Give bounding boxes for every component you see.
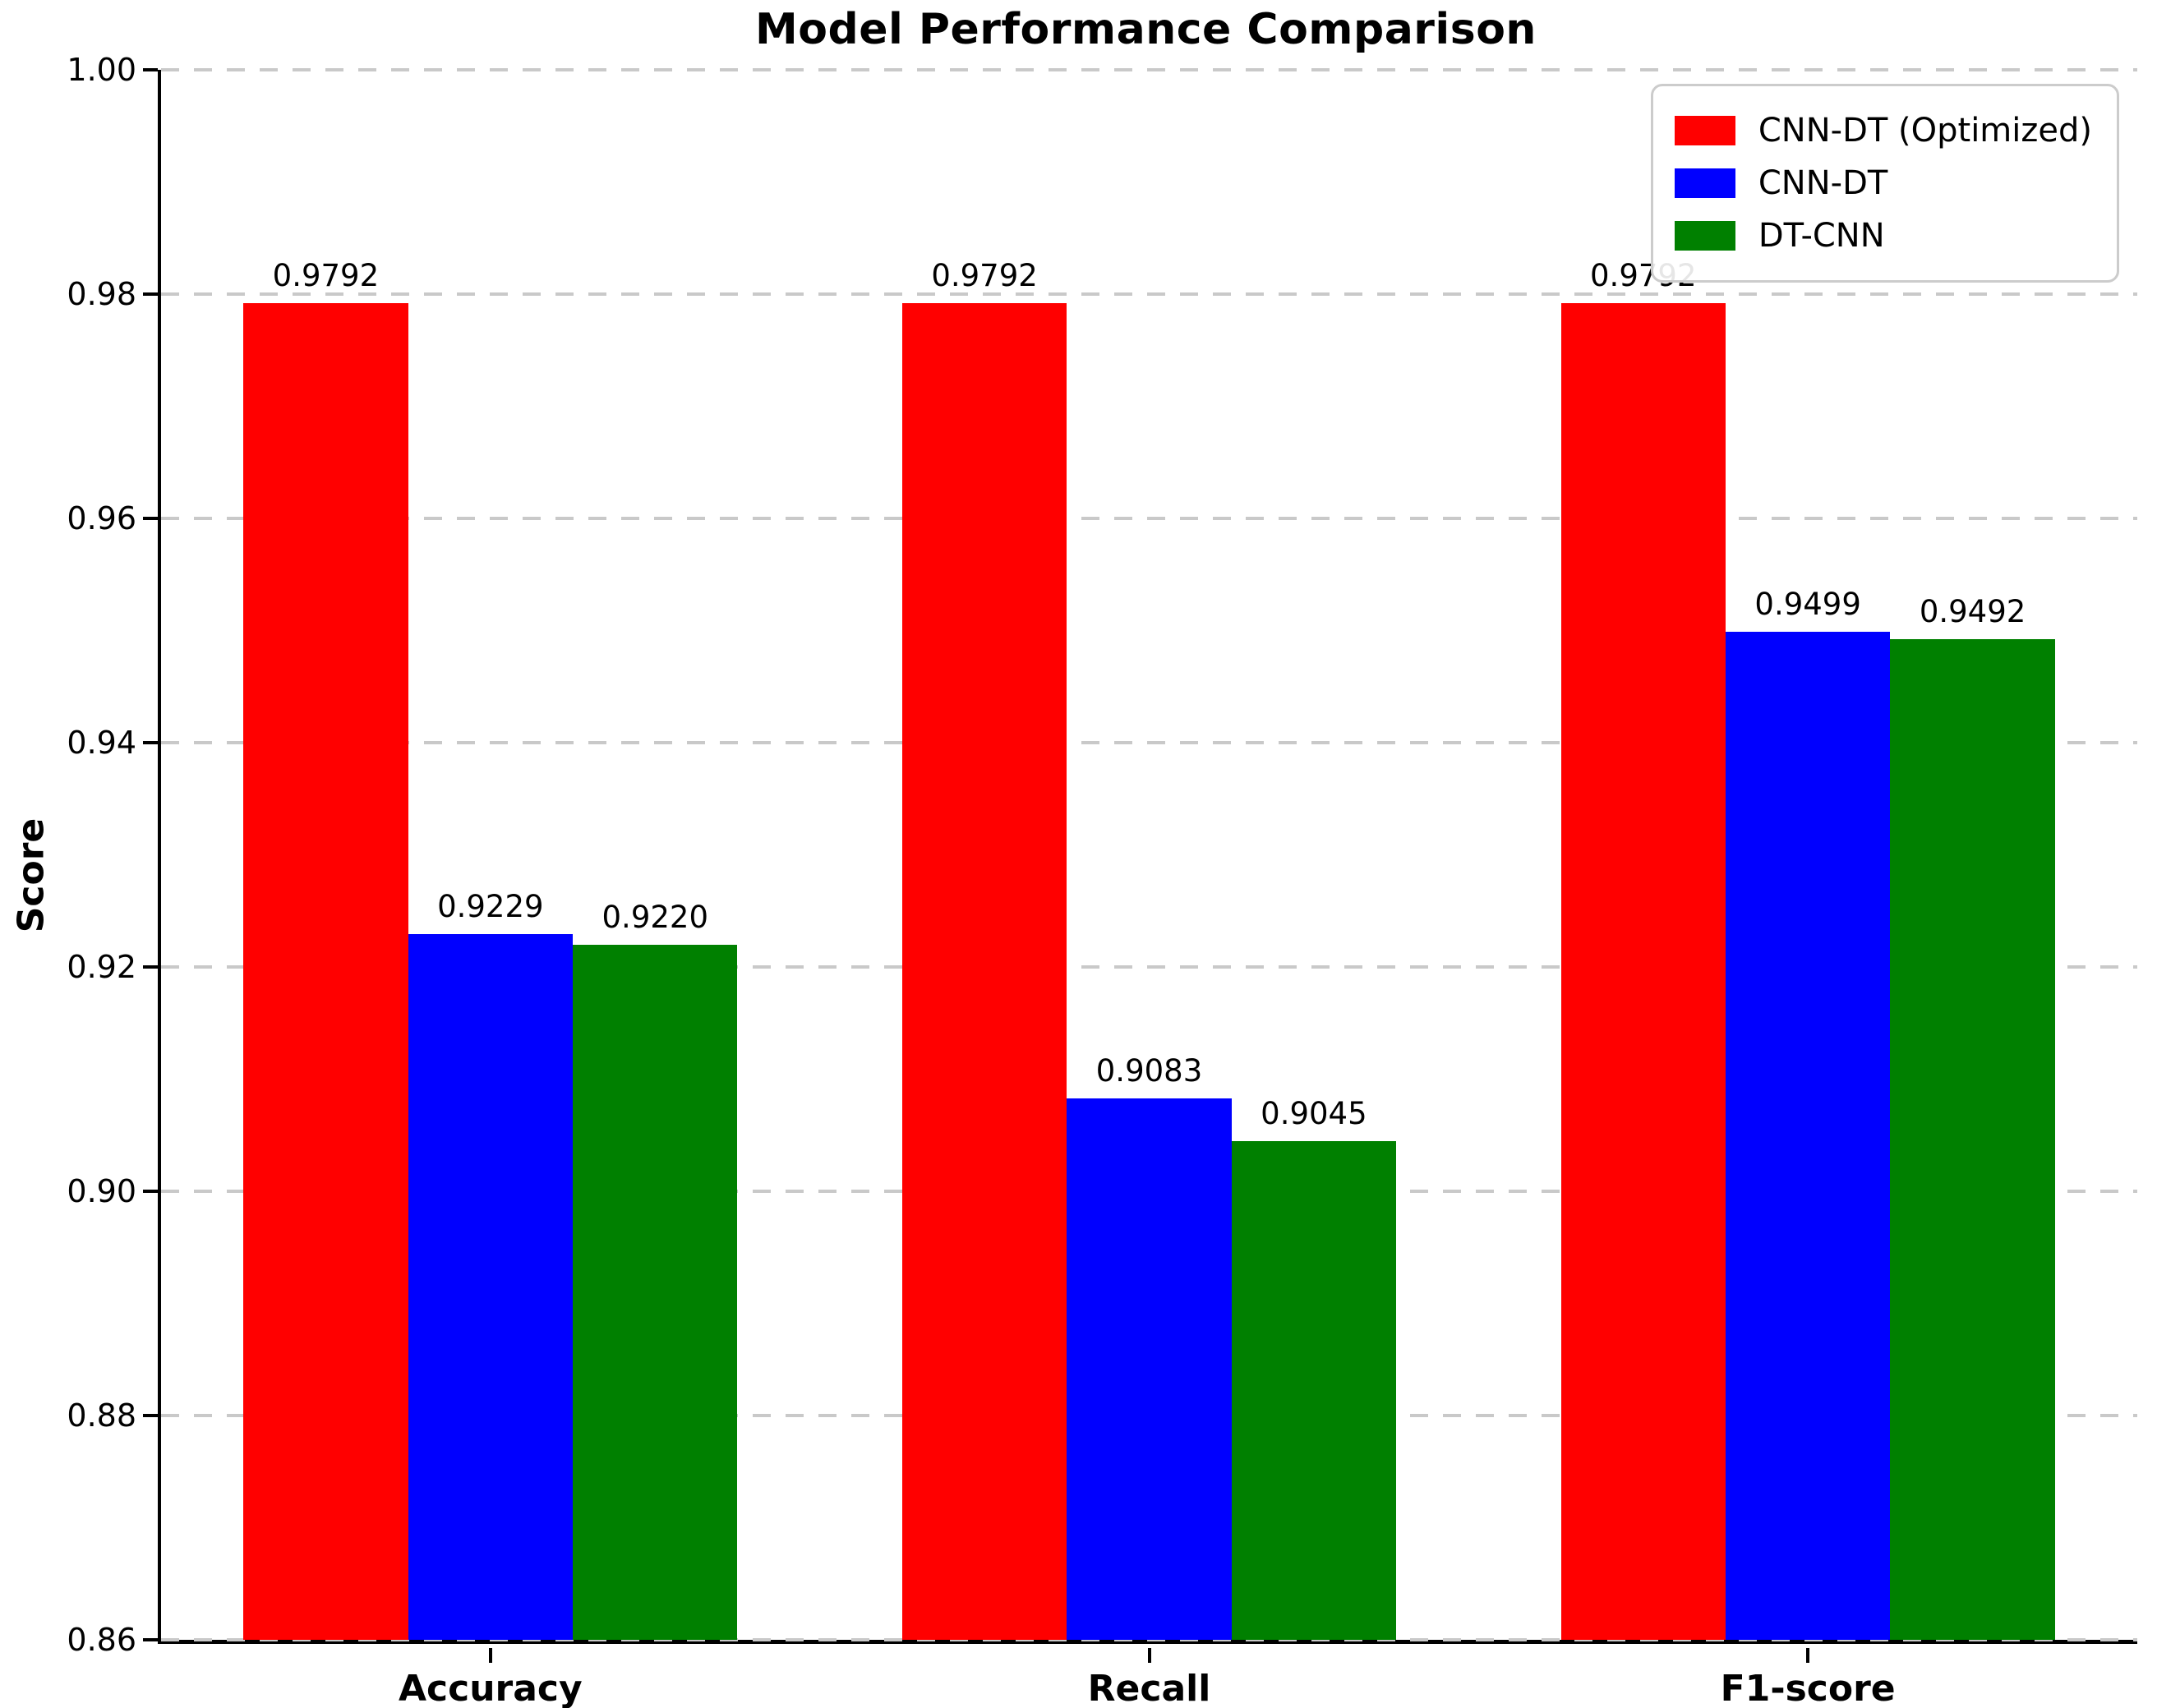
legend-swatch [1674, 116, 1735, 145]
bar-value-label: 0.9083 [1095, 1052, 1203, 1089]
y-tick [143, 68, 158, 71]
legend: CNN-DT (Optimized) CNN-DT DT-CNN [1650, 84, 2119, 283]
y-tick [143, 517, 158, 520]
bar-dt-cnn [573, 944, 738, 1640]
bar-cnn-dt [1725, 631, 1891, 1640]
y-tick-label: 0.96 [67, 500, 136, 536]
chart-title: Model Performance Comparison [755, 5, 1537, 54]
legend-label: CNN-DT (Optimized) [1758, 112, 2092, 150]
x-tick-label: Recall [1087, 1668, 1211, 1708]
y-tick [143, 1190, 158, 1193]
bar-value-label: 0.9792 [931, 257, 1038, 293]
y-axis-label: Score [10, 817, 53, 933]
bar-dt-cnn [1231, 1140, 1397, 1640]
y-tick-label: 0.86 [67, 1622, 136, 1658]
plot-area: CNN-DT (Optimized) CNN-DT DT-CNN 1.00 0.98 0… [67, 52, 2137, 1708]
bar-dt-cnn [1890, 639, 2055, 1640]
legend-swatch [1674, 221, 1735, 251]
gridline [161, 68, 2137, 71]
legend-item: CNN-DT [1674, 157, 2092, 209]
y-tick [143, 965, 158, 969]
bar-value-label: 0.9492 [1919, 594, 2026, 630]
gridline [161, 741, 2137, 744]
bar-cnn-dt [1067, 1098, 1232, 1640]
x-tick-label: F1-score [1720, 1668, 1896, 1708]
y-tick [143, 1638, 158, 1641]
bar-value-label: 0.9220 [601, 899, 708, 935]
bar-cnn-dt-optimized- [901, 302, 1067, 1640]
x-tick-label: Accuracy [398, 1668, 583, 1708]
gridline [161, 965, 2137, 969]
legend-label: DT-CNN [1758, 217, 1885, 255]
bar-cnn-dt-optimized- [1560, 302, 1726, 1640]
bar-value-label: 0.9045 [1261, 1095, 1367, 1131]
y-tick [143, 1414, 158, 1417]
x-tick [1147, 1648, 1151, 1663]
y-tick-label: 1.00 [67, 52, 136, 88]
gridline [161, 292, 2137, 296]
bar-value-label: 0.9499 [1754, 586, 1861, 622]
y-tick-label: 0.94 [67, 725, 136, 761]
legend-label: CNN-DT [1758, 164, 1888, 202]
legend-item: DT-CNN [1674, 209, 2092, 262]
bar-cnn-dt [408, 934, 574, 1640]
x-tick [1806, 1648, 1810, 1663]
bar-value-label: 0.9229 [437, 889, 544, 925]
bar-value-label: 0.9792 [272, 257, 380, 293]
y-tick-label: 0.98 [67, 276, 136, 312]
y-tick-label: 0.90 [67, 1173, 136, 1209]
y-tick-label: 0.92 [67, 949, 136, 985]
gridline [161, 517, 2137, 520]
gridline [161, 1638, 2137, 1641]
legend-swatch [1674, 168, 1735, 198]
y-tick [143, 292, 158, 296]
legend-item: CNN-DT (Optimized) [1674, 104, 2092, 157]
x-tick [488, 1648, 492, 1663]
y-tick-label: 0.88 [67, 1397, 136, 1434]
bar-cnn-dt-optimized- [243, 302, 408, 1640]
y-tick [143, 741, 158, 744]
